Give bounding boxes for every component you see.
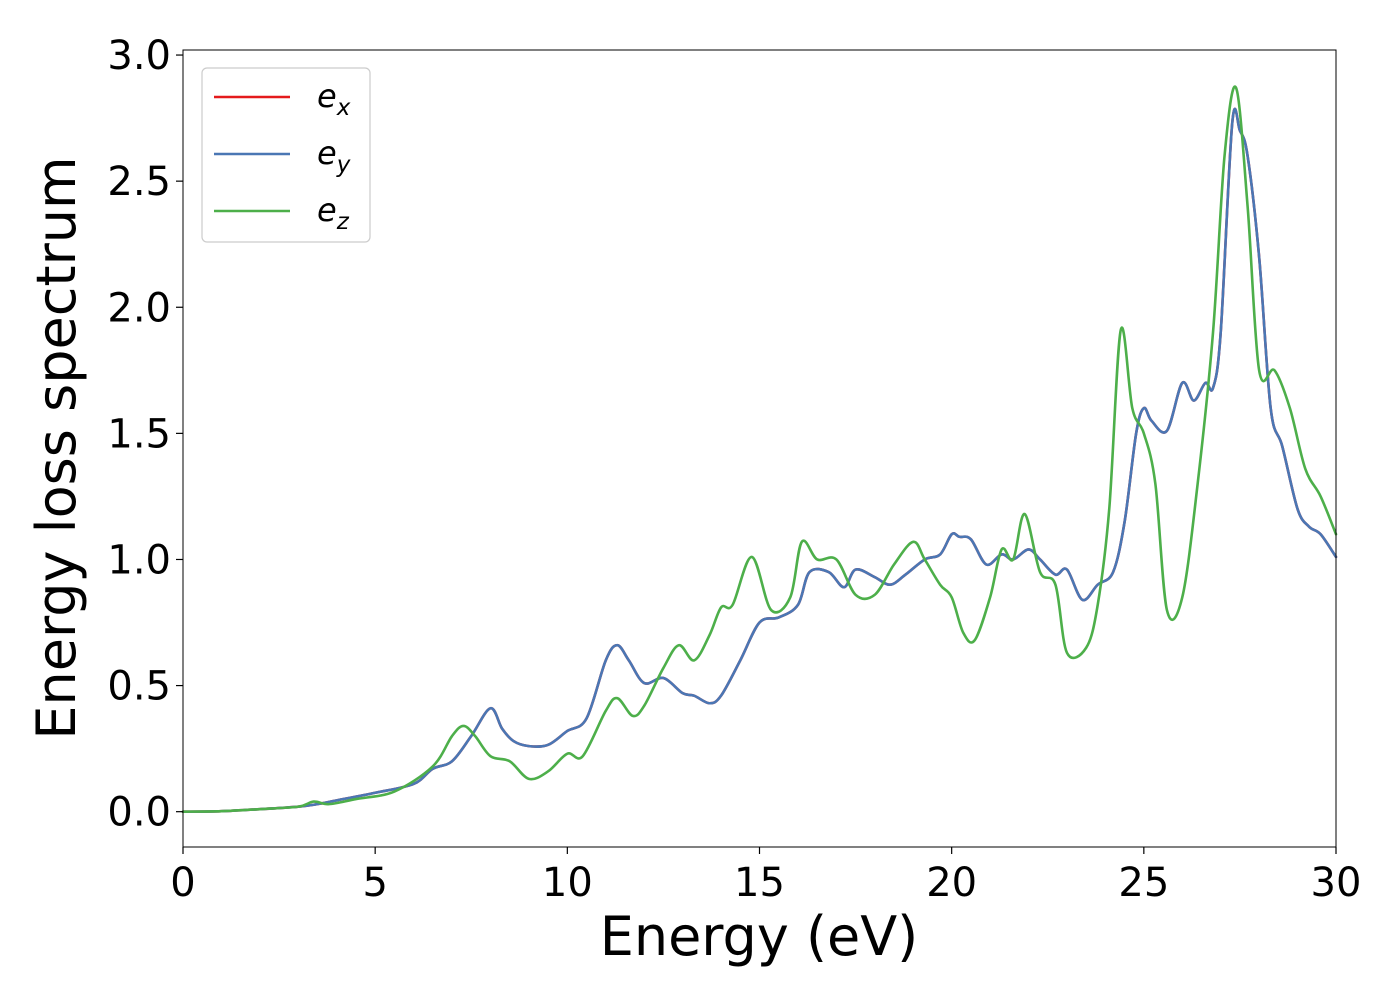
x-axis: 0 5 10 15 20 25 30	[170, 847, 1361, 906]
y-tick-label: 0.5	[107, 664, 171, 710]
x-tick-label: 30	[1311, 860, 1362, 906]
x-tick-label: 5	[362, 860, 387, 906]
legend: ex ey ez	[201, 67, 371, 243]
y-tick-label: 3.0	[107, 33, 171, 79]
y-tick-label: 2.0	[107, 285, 171, 331]
plot-area	[183, 50, 1336, 847]
y-axis-title: Energy loss spectrum	[25, 156, 88, 739]
legend-label-e-x: ex	[317, 77, 351, 121]
x-axis-title: Energy (eV)	[600, 905, 919, 968]
series-line-e-y	[181, 107, 1338, 813]
y-axis: 0.0 0.5 1.0 1.5 2.0 2.5 3.0	[107, 33, 183, 836]
x-tick-label: 10	[542, 860, 593, 906]
x-tick-label: 20	[926, 860, 977, 906]
y-tick-label: 2.5	[107, 159, 171, 205]
y-tick-label: 1.0	[107, 537, 171, 583]
series-layer	[181, 85, 1338, 813]
series-line-e-z	[181, 85, 1338, 813]
x-tick-label: 25	[1118, 860, 1169, 906]
legend-label-e-y: ey	[317, 134, 351, 178]
x-tick-label: 0	[170, 860, 195, 906]
legend-label-e-z: ez	[317, 191, 350, 235]
y-tick-label: 1.5	[107, 411, 171, 457]
y-tick-label: 0.0	[107, 790, 171, 836]
x-tick-label: 15	[734, 860, 785, 906]
